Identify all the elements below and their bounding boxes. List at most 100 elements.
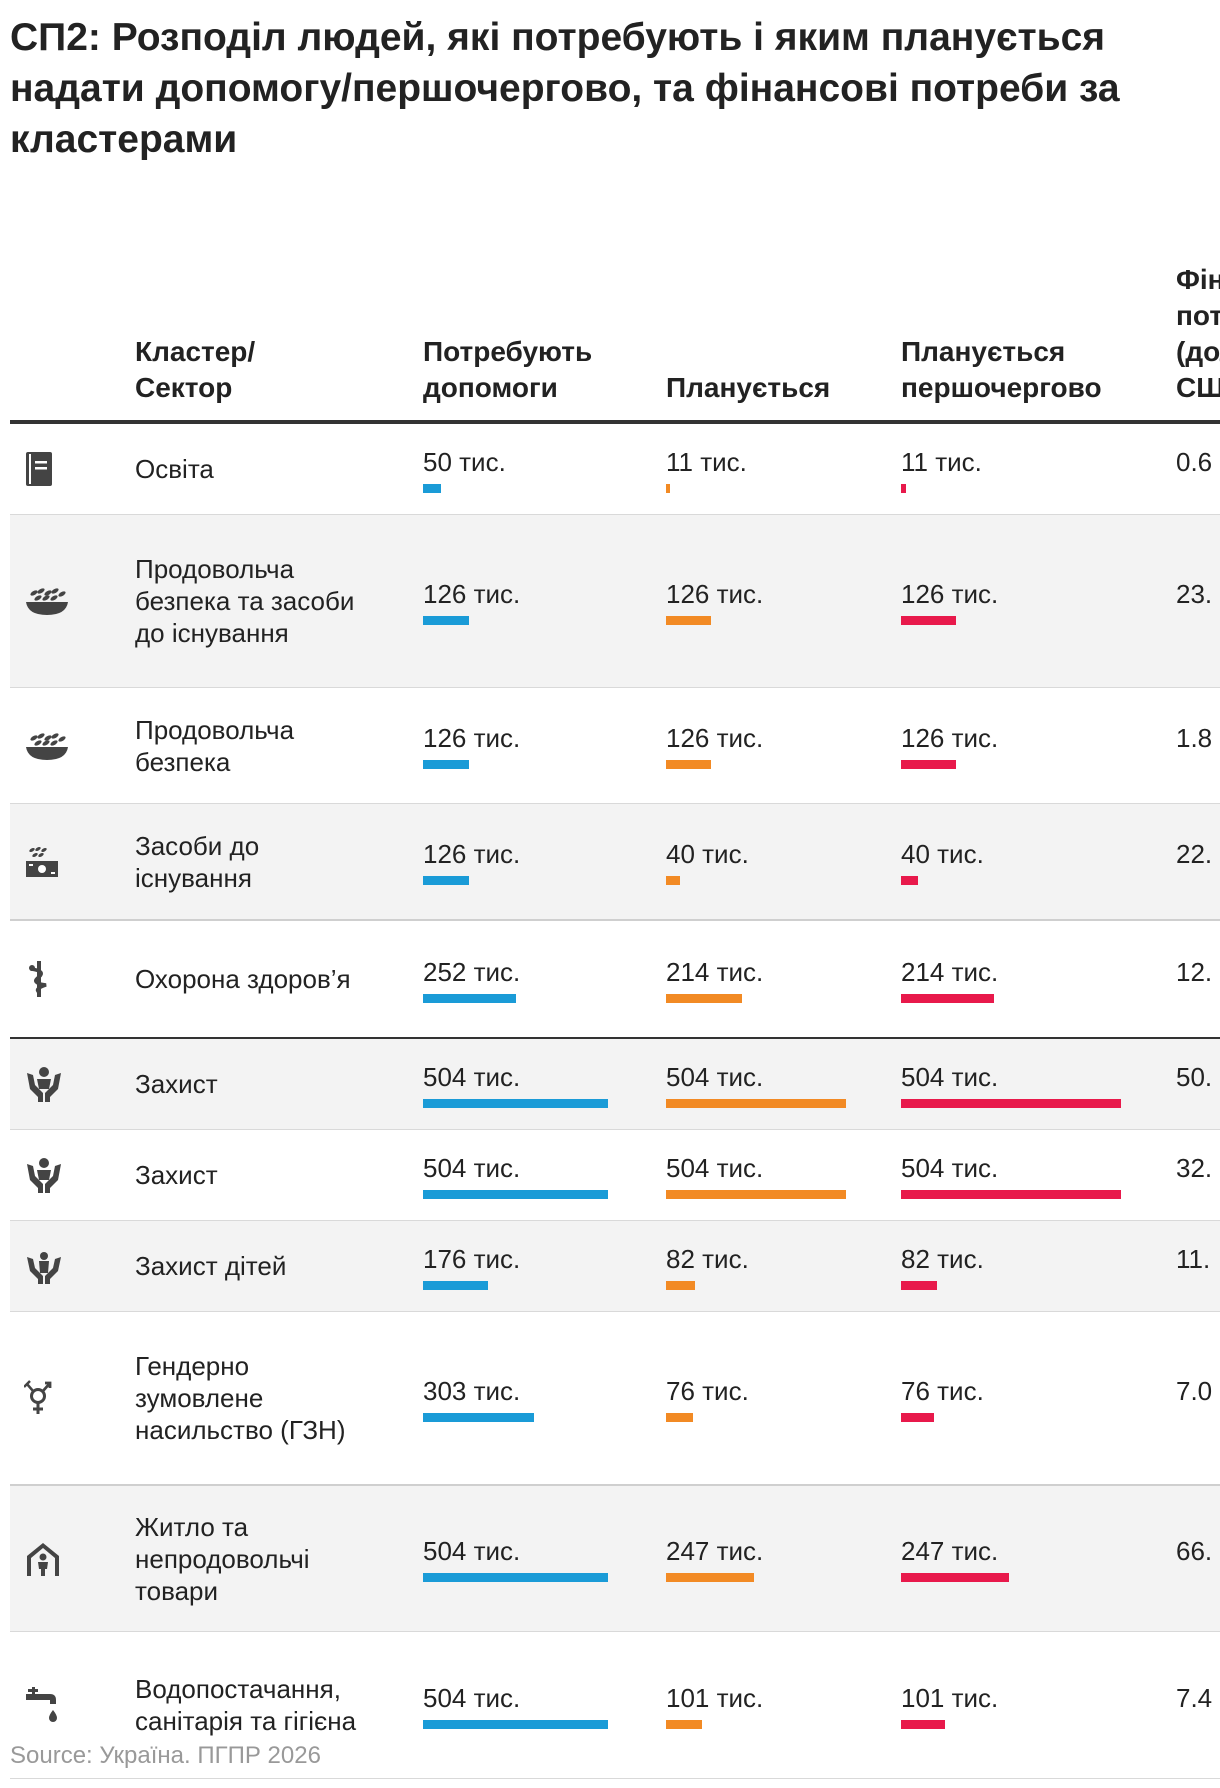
financial-value-cell: 32.: [1176, 1129, 1220, 1221]
financial-value-bar: [1176, 1720, 1194, 1729]
row-icon-cell: [10, 1485, 135, 1632]
priority-value-bar: [901, 760, 956, 769]
planned-value-cell: 101 тис.: [666, 1631, 901, 1779]
need-value-cell: 50 тис.: [423, 422, 666, 515]
cluster-name: Житло та непродовольчі товари: [135, 1485, 423, 1632]
priority-value: 82 тис.: [901, 1243, 984, 1274]
header-planned: Планується: [666, 262, 901, 424]
row-icon-cell: [10, 687, 135, 804]
need-value: 126 тис.: [423, 723, 521, 753]
cluster-name: Гендерно зумовлене насильство (ГЗН): [135, 1311, 423, 1486]
cluster-name: Охорона здоров’я: [135, 920, 423, 1039]
need-value: 504 тис.: [423, 1682, 521, 1713]
planned-value: 101 тис.: [666, 1682, 764, 1713]
planned-value-cell: 504 тис.: [666, 1038, 901, 1130]
financial-value: 7.0: [1176, 1375, 1213, 1406]
planned-value: 82 тис.: [666, 1243, 749, 1274]
need-value-bar: [423, 1189, 608, 1199]
planned-value-cell: 40 тис.: [666, 803, 901, 921]
chart-title: СП2: Розподіл людей, які потребують і як…: [10, 16, 1120, 161]
need-value-bar: [423, 1573, 608, 1582]
priority-value-bar: [901, 1719, 945, 1729]
financial-value-cell: 23.: [1176, 514, 1220, 688]
planned-value-cell: 504 тис.: [666, 1129, 901, 1221]
need-value-cell: 126 тис.: [423, 687, 666, 804]
financial-value-bar: [1176, 876, 1220, 885]
planned-value-bar: [666, 615, 711, 625]
planned-value: 126 тис.: [666, 723, 764, 753]
need-value-cell: 504 тис.: [423, 1485, 666, 1632]
wash-icon: [24, 1685, 135, 1725]
planned-value-bar: [666, 993, 742, 1003]
priority-value: 214 тис.: [901, 956, 999, 987]
need-value: 50 тис.: [423, 446, 506, 477]
planned-value: 504 тис.: [666, 1152, 764, 1183]
priority-value-cell: 504 тис.: [901, 1129, 1176, 1221]
planned-value: 214 тис.: [666, 956, 764, 987]
priority-value-cell: 214 тис.: [901, 920, 1176, 1039]
need-value: 504 тис.: [423, 1061, 521, 1092]
priority-value-bar: [901, 1280, 937, 1290]
planned-value-cell: 11 тис.: [666, 422, 901, 515]
livelihoods-icon: [24, 845, 135, 879]
planned-value-cell: 126 тис.: [666, 514, 901, 688]
need-value-cell: 504 тис.: [423, 1631, 666, 1779]
planned-value-cell: 214 тис.: [666, 920, 901, 1039]
priority-value-bar: [901, 993, 994, 1003]
need-value-bar: [423, 1098, 608, 1108]
planned-value-bar: [666, 1098, 846, 1108]
planned-value: 11 тис.: [666, 446, 747, 477]
food-security-icon: [24, 730, 135, 762]
financial-value-cell: 22.: [1176, 803, 1220, 921]
need-value: 176 тис.: [423, 1243, 521, 1274]
priority-value-cell: 11 тис.: [901, 422, 1176, 515]
priority-value-bar: [901, 1573, 1009, 1582]
planned-value: 504 тис.: [666, 1061, 764, 1092]
cluster-name: Освіта: [135, 422, 423, 515]
priority-value-cell: 82 тис.: [901, 1220, 1176, 1312]
financial-value: 22.: [1176, 839, 1213, 869]
table-row: Освіта 50 тис. 11 тис. 11 тис. 0.6: [10, 422, 1220, 515]
priority-value: 504 тис.: [901, 1152, 999, 1183]
financial-value-bar: [1176, 1413, 1193, 1422]
financial-value-cell: 1.8: [1176, 687, 1220, 804]
need-value: 126 тис.: [423, 839, 521, 869]
financial-value-bar: [1176, 1190, 1220, 1199]
financial-value: 11.: [1176, 1243, 1211, 1274]
financial-value-cell: 7.0: [1176, 1311, 1220, 1486]
financial-value-cell: 7.4: [1176, 1631, 1220, 1779]
priority-value-bar: [901, 483, 906, 493]
row-icon-cell: [10, 1038, 135, 1130]
financial-value-bar: [1176, 484, 1179, 493]
source-note: Source: Україна. ПГПР 2026: [10, 1742, 321, 1769]
need-value: 303 тис.: [423, 1375, 521, 1406]
priority-value-bar: [901, 615, 956, 625]
priority-value: 11 тис.: [901, 446, 982, 477]
need-value-cell: 176 тис.: [423, 1220, 666, 1312]
financial-value-cell: 50.: [1176, 1038, 1220, 1130]
planned-value-cell: 76 тис.: [666, 1311, 901, 1486]
need-value-bar: [423, 1280, 488, 1290]
priority-value-cell: 126 тис.: [901, 514, 1176, 688]
priority-value-cell: 101 тис.: [901, 1631, 1176, 1779]
financial-value-bar: [1176, 1573, 1220, 1582]
priority-value-bar: [901, 1098, 1121, 1108]
planned-value-cell: 247 тис.: [666, 1485, 901, 1632]
table-row: Захист 504 тис. 504 тис. 504 тис. 32.: [10, 1129, 1220, 1221]
financial-value: 50.: [1176, 1061, 1213, 1092]
priority-value-bar: [901, 876, 918, 885]
planned-value-bar: [666, 483, 670, 493]
row-icon-cell: [10, 422, 135, 515]
cluster-table-wrap: Кластер/ Сектор Потребують допомоги План…: [10, 262, 1220, 1779]
financial-value-cell: 12.: [1176, 920, 1220, 1039]
priority-value-cell: 126 тис.: [901, 687, 1176, 804]
priority-value-cell: 247 тис.: [901, 1485, 1176, 1632]
planned-value-bar: [666, 1573, 754, 1582]
need-value-bar: [423, 1412, 534, 1422]
need-value-bar: [423, 876, 469, 885]
row-icon-cell: [10, 1631, 135, 1779]
child-protection-icon: [24, 1247, 135, 1285]
table-row: Продовольча безпека 126 тис. 126 тис. 126 т…: [10, 687, 1220, 804]
planned-value-bar: [666, 1280, 695, 1290]
need-value: 126 тис.: [423, 578, 521, 609]
